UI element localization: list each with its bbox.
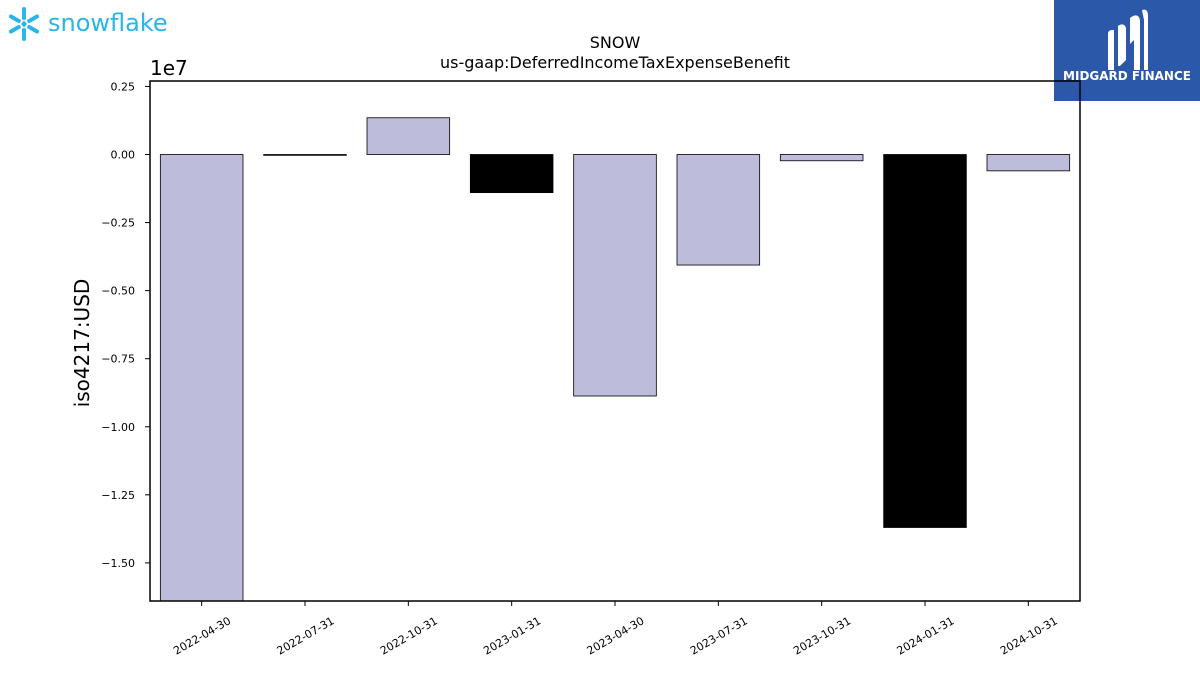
y-tick-label: 0.00 xyxy=(111,149,136,162)
x-tick-label: 2023-04-30 xyxy=(585,614,647,657)
x-tick-label: 2022-10-31 xyxy=(378,614,440,657)
midgard-mark-icon xyxy=(1108,9,1148,71)
x-tick-label: 2022-04-30 xyxy=(171,614,233,657)
bar-2022-04-30 xyxy=(159,154,244,602)
chart-title: SNOW xyxy=(590,33,641,52)
bar-2024-01-31 xyxy=(883,154,967,528)
x-tick-label: 2024-01-31 xyxy=(895,614,957,657)
bar-2023-04-30 xyxy=(573,154,657,397)
midgard-logo-background xyxy=(1054,0,1200,101)
bar-2023-07-31 xyxy=(676,154,761,266)
x-tick-label: 2023-07-31 xyxy=(688,614,750,657)
y-axis-ticks: 0.25 0.00 −0.25 −0.50 −0.75 −1.00 −1.25 −1.50 xyxy=(101,80,150,570)
x-tick-label: 2023-01-31 xyxy=(481,614,543,657)
midgard-logo-text: MIDGARD FINANCE xyxy=(1063,69,1191,83)
bars xyxy=(159,117,1071,602)
bar-2023-01-31 xyxy=(469,154,554,194)
x-tick-label: 2024-10-31 xyxy=(998,614,1060,657)
bar-2022-07-31 xyxy=(263,154,347,156)
y-tick-label: 0.25 xyxy=(111,80,136,93)
y-tick-label: −1.00 xyxy=(101,421,135,434)
y-multiplier-label: 1e7 xyxy=(150,56,188,80)
snowflake-logo-text: snowflake xyxy=(48,9,168,37)
y-tick-label: −1.50 xyxy=(101,557,135,570)
chart-subtitle: us-gaap:DeferredIncomeTaxExpenseBenefit xyxy=(440,53,790,72)
x-axis-ticks: 2022-04-30 2022-07-31 2022-10-31 2023-01-31… xyxy=(171,601,1060,658)
y-tick-label: −0.75 xyxy=(101,353,135,366)
y-axis-label: iso4217:USD xyxy=(70,279,94,408)
bar-2022-10-31 xyxy=(366,117,451,155)
y-tick-label: −0.50 xyxy=(101,285,135,298)
bar-2023-10-31 xyxy=(779,154,864,162)
y-tick-label: −0.25 xyxy=(101,217,135,230)
snowflake-icon xyxy=(9,7,39,41)
plot-frame xyxy=(149,80,1081,602)
y-tick-label: −1.25 xyxy=(101,489,135,502)
x-tick-label: 2022-07-31 xyxy=(275,614,337,657)
midgard-finance-logo: MIDGARD FINANCE xyxy=(1054,0,1200,101)
snowflake-logo: snowflake xyxy=(9,7,168,41)
x-tick-label: 2023-10-31 xyxy=(791,614,853,657)
bar-2024-10-31 xyxy=(986,154,1071,172)
